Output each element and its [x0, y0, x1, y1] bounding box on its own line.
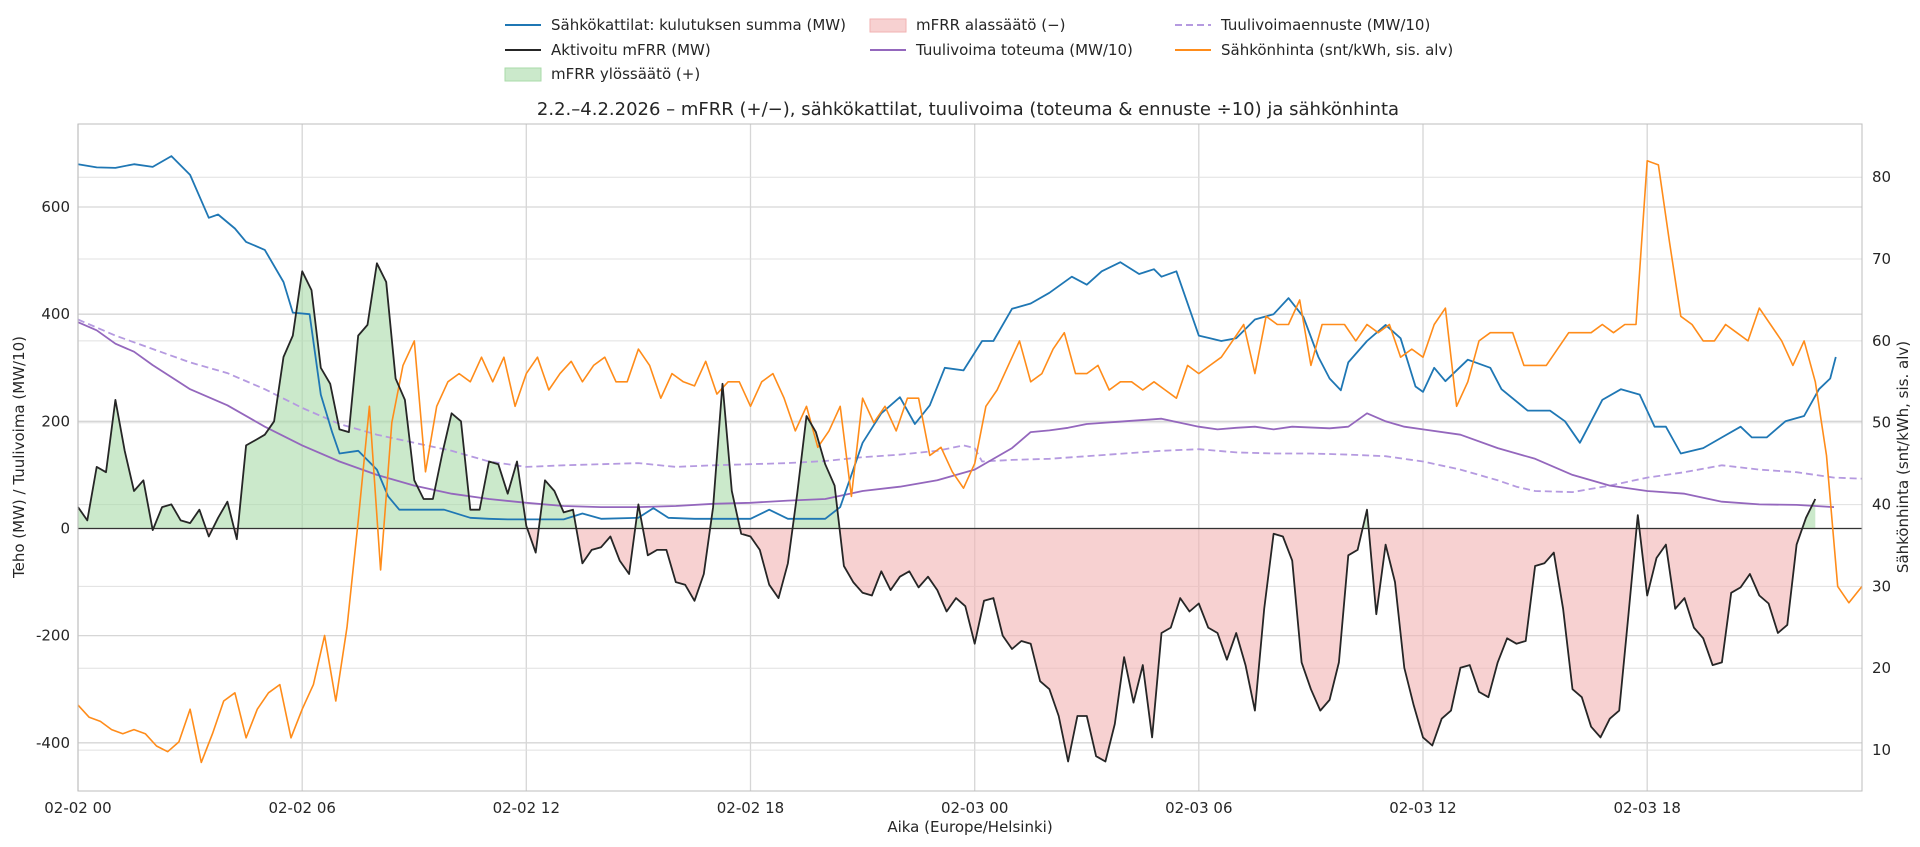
x-tick-label: 02-02 18	[717, 799, 784, 817]
legend-label: Tuulivoima toteuma (MW/10)	[915, 41, 1133, 59]
mfrr-down-area	[78, 528, 1816, 762]
y-axis-right: 10 20 30 40 50 60 70 80	[1872, 168, 1891, 759]
legend-swatch	[869, 18, 907, 33]
y-left-tick-label: 600	[41, 198, 70, 216]
legend-label: Aktivoitu mFRR (MW)	[551, 41, 711, 59]
y-left-tick-label: -400	[36, 734, 70, 752]
legend-label: Sähkönhinta (snt/kWh, sis. alv)	[1221, 41, 1453, 59]
plot-frame	[77, 123, 1863, 792]
series-s-hk-nhinta-snt-kwh-sis-alv	[77, 160, 1863, 764]
y-right-tick-label: 30	[1872, 577, 1891, 595]
series-tuulivoima-toteuma-mw-10	[77, 321, 1835, 508]
y-right-tick-label: 60	[1872, 332, 1891, 350]
x-tick-label: 02-03 06	[1165, 799, 1232, 817]
x-tick-label: 02-03 00	[941, 799, 1008, 817]
y-right-tick-label: 20	[1872, 659, 1891, 677]
x-tick-label: 02-02 12	[493, 799, 560, 817]
mfrr-up-area	[78, 263, 1816, 529]
legend-label: mFRR ylössäätö (+)	[551, 65, 700, 83]
y-right-tick-label: 10	[1872, 741, 1891, 759]
y-axis-left: -400 -200 0 200 400 600	[36, 198, 70, 752]
y-right-tick-label: 80	[1872, 168, 1891, 186]
y-left-tick-label: 200	[41, 412, 70, 430]
legend-label: Tuulivoimaennuste (MW/10)	[1220, 16, 1430, 34]
grid	[77, 124, 1862, 791]
mfrr-fills	[78, 263, 1816, 762]
series-lines	[77, 155, 1863, 764]
x-tick-label: 02-02 06	[268, 799, 335, 817]
y-right-tick-label: 70	[1872, 250, 1891, 268]
y-axis-left-label: Teho (MW) / Tuulivoima (MW/10)	[10, 336, 28, 579]
legend-label: mFRR alassäätö (−)	[916, 16, 1066, 34]
y-left-tick-label: -200	[36, 627, 70, 645]
x-tick-label: 02-03 12	[1389, 799, 1456, 817]
x-axis: 02-02 00 02-02 06 02-02 12 02-02 18 02-03 00…	[44, 799, 1681, 817]
legend-label: Sähkökattilat: kulutuksen summa (MW)	[551, 16, 846, 34]
series-s-hk-kattilat-kulutuksen-summa-mw	[77, 155, 1837, 521]
y-left-tick-label: 0	[60, 519, 70, 537]
x-tick-label: 02-02 00	[44, 799, 111, 817]
series-aktivoitu-mfrr-mw	[77, 262, 1817, 763]
legend: Sähkökattilat: kulutuksen summa (MW) Akti…	[504, 16, 1453, 83]
y-axis-right-label: Sähkönhinta (snt/kWh, sis. alv)	[1894, 341, 1912, 573]
x-tick-label: 02-03 18	[1613, 799, 1680, 817]
y-right-tick-label: 50	[1872, 414, 1891, 432]
y-left-tick-label: 400	[41, 305, 70, 323]
legend-swatch	[504, 67, 542, 82]
x-axis-label: Aika (Europe/Helsinki)	[887, 818, 1052, 836]
y-right-tick-label: 40	[1872, 496, 1891, 514]
chart-title: 2.2.–4.2.2026 – mFRR (+/−), sähkökattila…	[537, 99, 1399, 120]
